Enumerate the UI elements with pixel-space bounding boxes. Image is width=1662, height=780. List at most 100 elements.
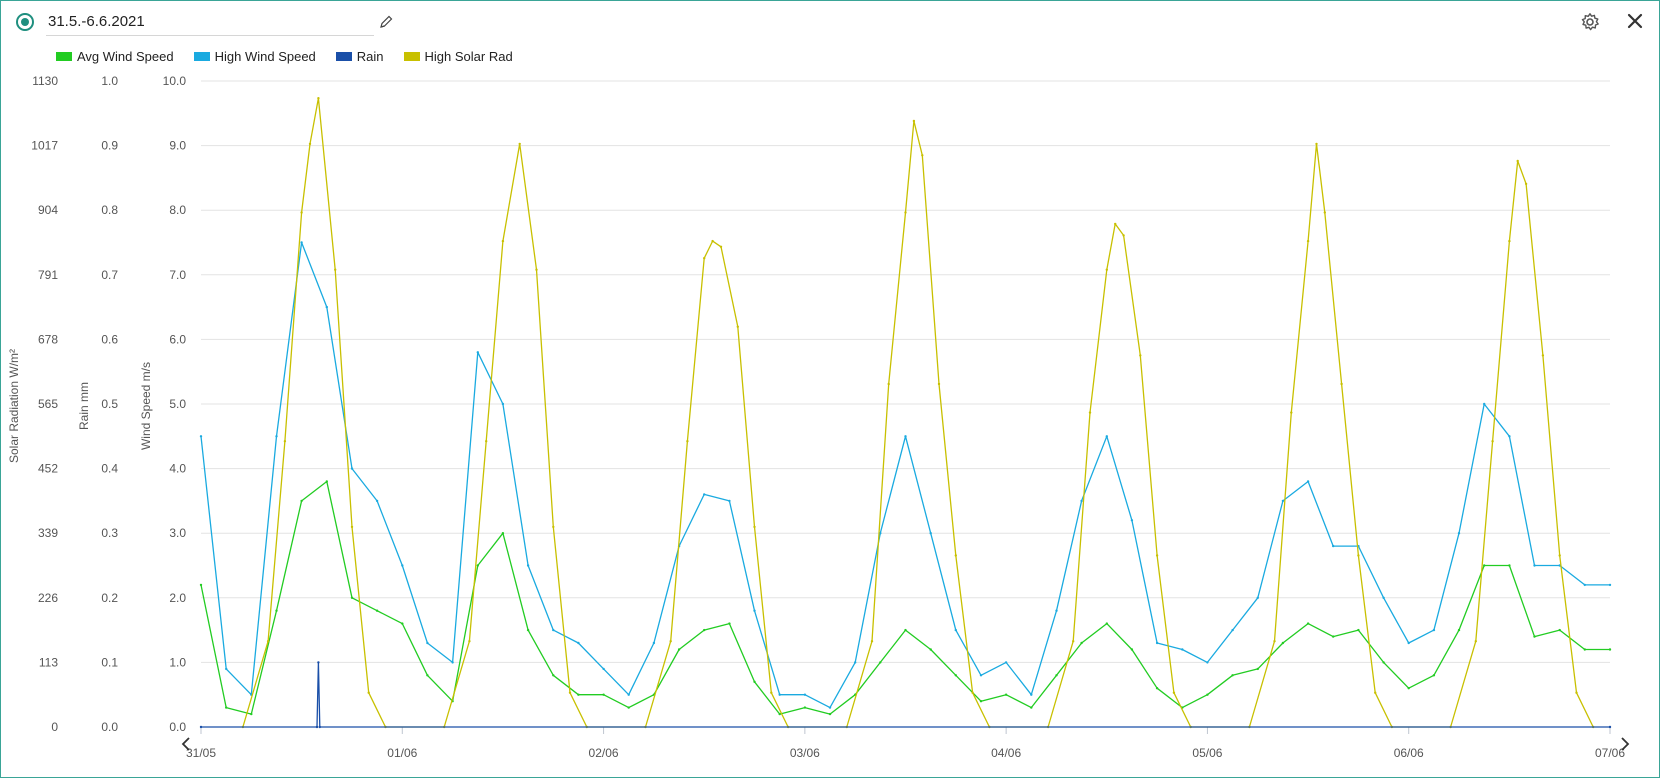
- data-point: [1541, 354, 1545, 357]
- data-point: [728, 622, 731, 625]
- data-point: [703, 493, 706, 496]
- x-tick-label: 03/06: [790, 746, 820, 760]
- y-tick-label: 678: [38, 332, 58, 346]
- data-point: [1004, 661, 1008, 664]
- data-point: [1474, 640, 1478, 643]
- title-field[interactable]: 31.5.-6.6.2021: [46, 9, 374, 36]
- data-point: [275, 435, 278, 438]
- data-point: [1306, 622, 1310, 625]
- data-point: [1080, 641, 1083, 645]
- data-point: [1030, 706, 1033, 709]
- data-point: [375, 499, 379, 503]
- data-point: [451, 661, 454, 664]
- data-point: [1105, 622, 1109, 625]
- data-point: [1533, 635, 1536, 638]
- data-point: [300, 211, 303, 214]
- data-point: [1181, 648, 1184, 651]
- data-point: [1273, 640, 1276, 643]
- data-point: [1105, 268, 1109, 271]
- data-point: [426, 674, 429, 677]
- legend-item-avg-wind-speed[interactable]: Avg Wind Speed: [56, 47, 174, 65]
- data-point: [426, 641, 429, 645]
- data-point: [1055, 674, 1058, 677]
- data-point: [1583, 648, 1587, 651]
- data-point: [1575, 691, 1578, 694]
- chart-title[interactable]: 31.5.-6.6.2021: [48, 13, 145, 30]
- data-point: [929, 648, 932, 651]
- data-point: [711, 239, 714, 243]
- status-indicator-icon[interactable]: [16, 13, 34, 31]
- data-point: [1281, 499, 1285, 503]
- data-point: [1357, 628, 1360, 632]
- data-point: [904, 628, 907, 632]
- data-point: [367, 691, 370, 694]
- legend-item-high-solar-rad[interactable]: High Solar Rad: [403, 47, 513, 65]
- data-point: [703, 257, 706, 260]
- data-point: [1231, 674, 1234, 677]
- data-point: [602, 693, 605, 696]
- data-point: [1533, 564, 1536, 567]
- legend-swatch: [56, 51, 72, 61]
- legend-item-rain[interactable]: Rain: [335, 47, 384, 65]
- legend-item-high-wind-speed[interactable]: High Wind Speed: [193, 47, 316, 65]
- data-point: [1374, 691, 1377, 694]
- scroll-left-icon[interactable]: [181, 737, 190, 751]
- legend-label: Avg Wind Speed: [77, 48, 174, 64]
- y-tick-label: 0.5: [101, 397, 118, 411]
- chart-header: 31.5.-6.6.2021: [0, 0, 1662, 44]
- data-point: [568, 691, 572, 694]
- data-point: [1206, 693, 1209, 696]
- x-tick-label: 31/05: [186, 746, 216, 760]
- data-point: [225, 667, 228, 671]
- y-axis-title: Solar Radiation W/m²: [7, 349, 21, 463]
- gear-icon[interactable]: [1580, 12, 1600, 32]
- y-tick-label: 0.9: [101, 139, 118, 153]
- y-tick-label: 0.8: [101, 203, 118, 217]
- y-tick-label: 452: [38, 462, 58, 476]
- data-point: [1524, 182, 1528, 186]
- data-point: [1055, 609, 1058, 612]
- y-tick-label: 7.0: [169, 268, 186, 282]
- data-point: [1407, 687, 1410, 690]
- y-tick-label: 0.7: [101, 268, 118, 282]
- data-point: [1491, 440, 1494, 443]
- data-point: [1558, 628, 1561, 632]
- data-point: [870, 640, 874, 643]
- data-point: [1457, 628, 1461, 632]
- data-point: [325, 480, 328, 483]
- data-point: [552, 674, 555, 677]
- y-tick-label: 0.1: [101, 655, 118, 669]
- data-point: [300, 241, 303, 244]
- series-line-high-solar-rad: [242, 97, 1594, 728]
- data-point: [1306, 239, 1310, 243]
- data-point: [1172, 691, 1176, 694]
- data-point: [1583, 583, 1587, 587]
- data-point: [225, 706, 228, 709]
- data-point: [518, 142, 521, 146]
- data-point: [736, 325, 739, 328]
- data-point: [1357, 554, 1360, 557]
- data-point: [703, 628, 706, 632]
- data-point: [887, 382, 890, 386]
- data-point: [1608, 583, 1612, 587]
- scroll-right-icon[interactable]: [1621, 737, 1630, 751]
- y-tick-label: 1130: [32, 74, 58, 88]
- y-tick-label: 0: [51, 720, 58, 734]
- data-point: [803, 706, 807, 709]
- data-point: [828, 712, 832, 716]
- data-point: [315, 725, 319, 729]
- close-icon[interactable]: [1626, 12, 1644, 30]
- data-point: [753, 609, 756, 612]
- data-point: [854, 661, 857, 664]
- data-point: [1508, 435, 1511, 438]
- x-tick-label: 01/06: [387, 746, 417, 760]
- data-point: [199, 583, 203, 587]
- data-point: [753, 680, 756, 683]
- y-tick-label: 226: [38, 591, 58, 605]
- pencil-icon[interactable]: [378, 14, 394, 30]
- y-tick-label: 339: [38, 526, 58, 540]
- data-point: [627, 693, 630, 696]
- data-point: [501, 402, 505, 406]
